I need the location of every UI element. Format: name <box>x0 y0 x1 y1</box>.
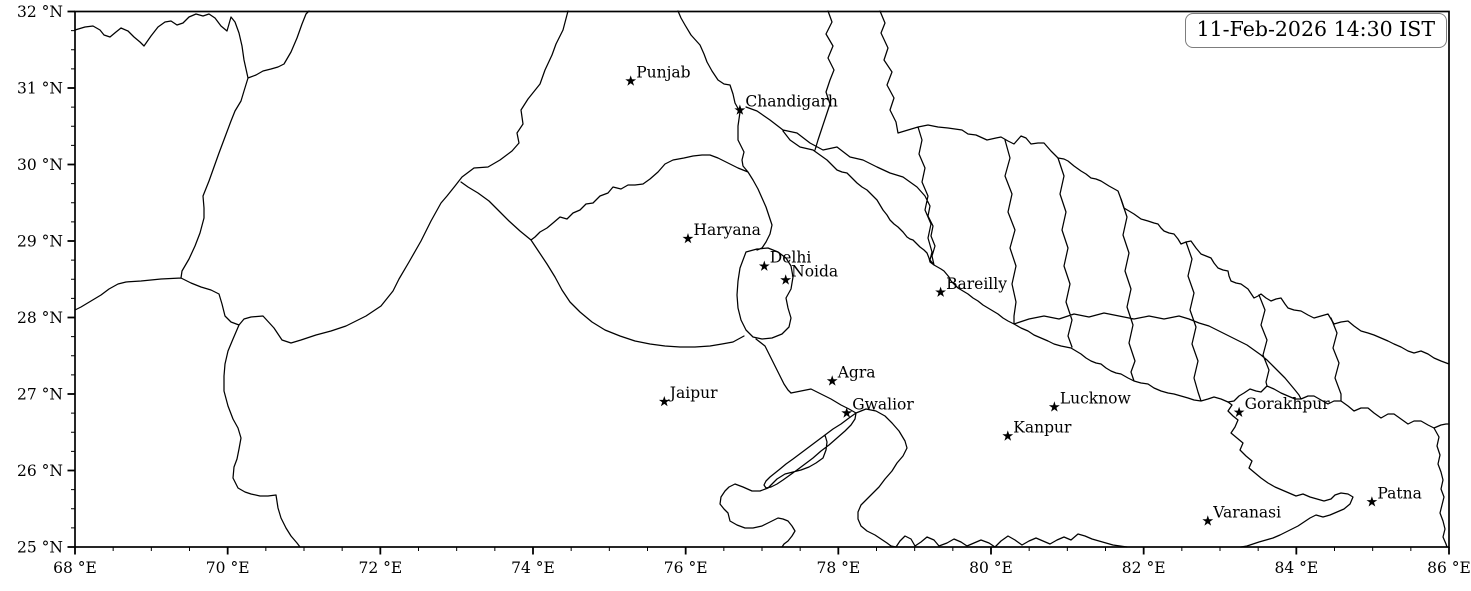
y-tick-label: 25 °N <box>17 539 63 557</box>
pakistan-borders-path <box>74 10 569 548</box>
y-tick-label: 26 °N <box>17 462 63 480</box>
y-tick-label: 29 °N <box>17 233 63 251</box>
star-marker-icon <box>734 104 746 115</box>
city-label: Punjab <box>636 64 690 82</box>
city-jaipur: Jaipur <box>658 384 718 407</box>
city-label: Delhi <box>770 249 812 267</box>
city-gwalior: Gwalior <box>841 396 914 418</box>
y-tick-label: 30 °N <box>17 156 63 174</box>
star-marker-icon <box>1002 430 1014 441</box>
city-kanpur: Kanpur <box>1002 419 1072 441</box>
x-tick-label: 70 °E <box>206 559 250 577</box>
x-tick-label: 78 °E <box>816 559 860 577</box>
x-tick-label: 84 °E <box>1274 559 1318 577</box>
city-label: Noida <box>791 263 838 281</box>
city-varanasi: Varanasi <box>1202 503 1281 526</box>
city-label: Gorakhpur <box>1245 395 1331 413</box>
x-tick-label: 86 °E <box>1427 559 1471 577</box>
punjab-haryana-delhi-borders-path <box>460 10 794 394</box>
star-marker-icon <box>841 407 853 418</box>
star-marker-icon <box>682 233 694 244</box>
city-punjab: Punjab <box>625 64 691 86</box>
star-marker-icon <box>826 375 838 386</box>
city-label: Haryana <box>693 221 760 239</box>
city-label: Patna <box>1377 484 1421 502</box>
x-tick-label: 82 °E <box>1122 559 1166 577</box>
x-tick-label: 76 °E <box>664 559 708 577</box>
star-marker-icon <box>758 260 770 271</box>
star-marker-icon <box>1366 496 1378 507</box>
city-label: Chandigarh <box>745 93 838 111</box>
axis-tick-labels: 68 °E 70 °E 72 °E 74 °E 76 °E 78 °E 80 °E 82 °E… <box>17 3 1471 577</box>
y-tick-label: 31 °N <box>17 80 63 98</box>
x-tick-label: 72 °E <box>358 559 402 577</box>
city-label: Lucknow <box>1060 390 1132 408</box>
x-tick-label: 74 °E <box>511 559 555 577</box>
x-tick-label: 68 °E <box>53 559 97 577</box>
city-label: Kanpur <box>1013 419 1072 437</box>
city-haryana: Haryana <box>682 221 761 244</box>
y-tick-label: 28 °N <box>17 309 63 327</box>
city-label: Bareilly <box>946 275 1007 293</box>
y-tick-label: 27 °N <box>17 386 63 404</box>
city-label: Varanasi <box>1212 503 1281 521</box>
city-patna: Patna <box>1366 484 1422 507</box>
star-marker-icon <box>1202 515 1214 526</box>
star-marker-icon <box>1048 401 1060 412</box>
star-marker-icon <box>658 396 670 407</box>
timestamp-box: 11-Feb-2026 14:30 IST <box>1184 13 1447 48</box>
star-marker-icon <box>1233 406 1245 417</box>
x-tick-label: 80 °E <box>969 559 1013 577</box>
himalaya-borders-path <box>745 10 1450 365</box>
nepal-borders-path <box>933 139 1450 429</box>
city-agra: Agra <box>826 363 876 386</box>
star-marker-icon <box>935 286 946 297</box>
city-gorakhpur: Gorakhpur <box>1233 395 1331 417</box>
star-marker-icon <box>780 274 792 285</box>
star-marker-icon <box>625 75 637 86</box>
city-lucknow: Lucknow <box>1048 390 1132 412</box>
central-india-borders-path <box>719 388 1128 548</box>
city-bareilly: Bareilly <box>935 275 1007 297</box>
bihar-east-borders-path <box>1227 401 1448 548</box>
timestamp-text: 11-Feb-2026 14:30 IST <box>1196 17 1435 41</box>
city-noida: Noida <box>780 263 838 285</box>
y-tick-label: 32 °N <box>17 3 63 21</box>
city-label: Gwalior <box>852 396 914 414</box>
city-chandigarh: Chandigarh <box>734 93 838 115</box>
city-label: Jaipur <box>668 384 718 402</box>
city-label: Agra <box>837 363 876 381</box>
map-frame <box>74 10 1450 548</box>
city-delhi: Delhi <box>758 249 812 271</box>
admin-borders <box>74 10 1450 548</box>
